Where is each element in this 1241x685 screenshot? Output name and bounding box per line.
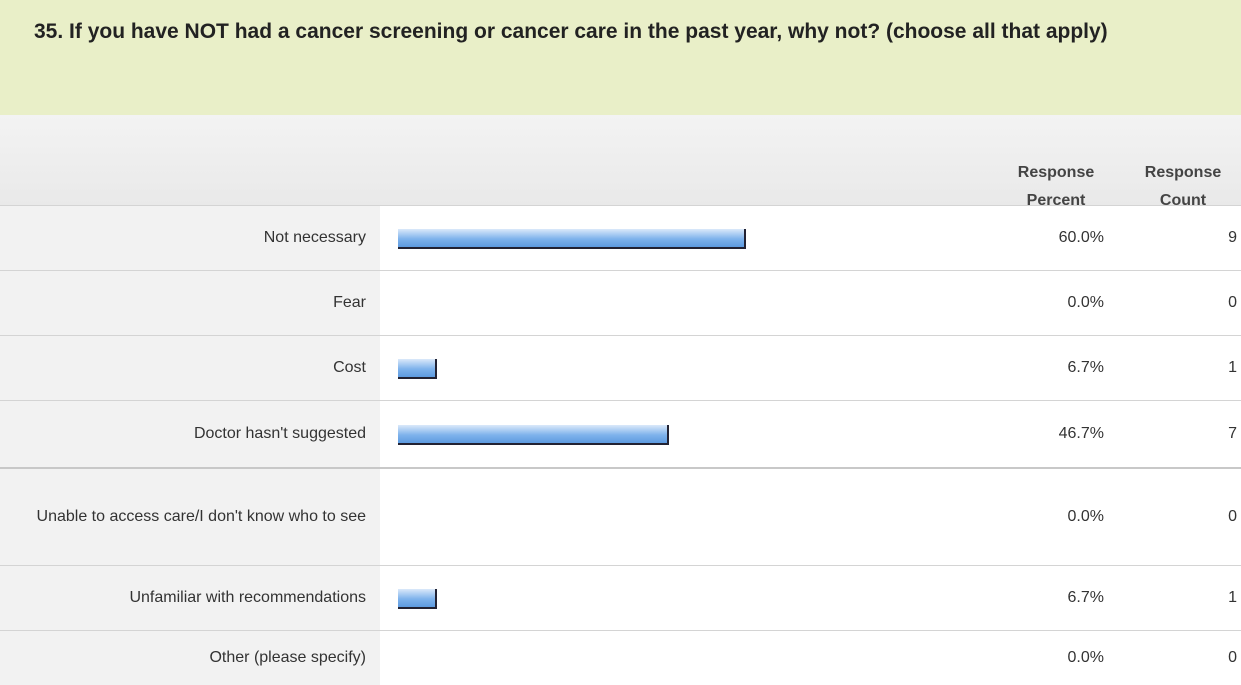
- question-title: 35. If you have NOT had a cancer screeni…: [0, 0, 1241, 115]
- data-row: Other (please specify) 0.0% 0: [0, 630, 1241, 685]
- percent-label: 0.0%: [1067, 508, 1104, 525]
- category-text: Unfamiliar with recommendations: [129, 589, 366, 606]
- data-row: Doctor hasn't suggested 46.7% 7: [0, 400, 1241, 467]
- count-label: 1: [1228, 589, 1237, 606]
- percent-header: Response Percent: [1017, 164, 1095, 209]
- data-row: Cost 6.7% 1: [0, 335, 1241, 400]
- percent-label: 6.7%: [1067, 589, 1104, 606]
- count-label: 0: [1228, 294, 1237, 311]
- category-label: Other (please specify): [0, 631, 380, 685]
- percent-label: 46.7%: [1058, 425, 1104, 442]
- bar: [398, 588, 437, 609]
- category-label: Fear: [0, 271, 380, 335]
- count-label: 9: [1228, 229, 1237, 246]
- data-row: Not necessary 60.0% 9: [0, 205, 1241, 270]
- percent-label: 60.0%: [1058, 229, 1104, 246]
- data-row: Unfamiliar with recommendations 6.7% 1: [0, 565, 1241, 630]
- category-text: Not necessary: [263, 229, 366, 246]
- count-label: 0: [1228, 649, 1237, 666]
- category-text: Other (please specify): [209, 649, 366, 666]
- bar: [398, 228, 746, 249]
- category-label: Cost: [0, 336, 380, 400]
- category-text: Cost: [333, 359, 366, 376]
- count-header: Response Count: [1144, 164, 1222, 209]
- category-text: Unable to access care/I don't know who t…: [36, 508, 366, 525]
- bar: [398, 358, 437, 379]
- count-label: 1: [1228, 359, 1237, 376]
- data-row: Fear 0.0% 0: [0, 270, 1241, 335]
- category-label: Not necessary: [0, 206, 380, 270]
- header-row: Response Percent Response Count: [0, 115, 1241, 209]
- category-label: Unfamiliar with recommendations: [0, 566, 380, 630]
- count-label: 0: [1228, 508, 1237, 525]
- count-label: 7: [1228, 425, 1237, 442]
- category-text: Fear: [333, 294, 366, 311]
- percent-label: 0.0%: [1067, 649, 1104, 666]
- data-row: Unable to access care/I don't know who t…: [0, 467, 1241, 565]
- category-label: Unable to access care/I don't know who t…: [0, 469, 380, 565]
- percent-label: 6.7%: [1067, 359, 1104, 376]
- category-text: Doctor hasn't suggested: [193, 425, 366, 442]
- category-label: Doctor hasn't suggested: [0, 401, 380, 467]
- percent-label: 0.0%: [1067, 294, 1104, 311]
- bar: [398, 424, 669, 445]
